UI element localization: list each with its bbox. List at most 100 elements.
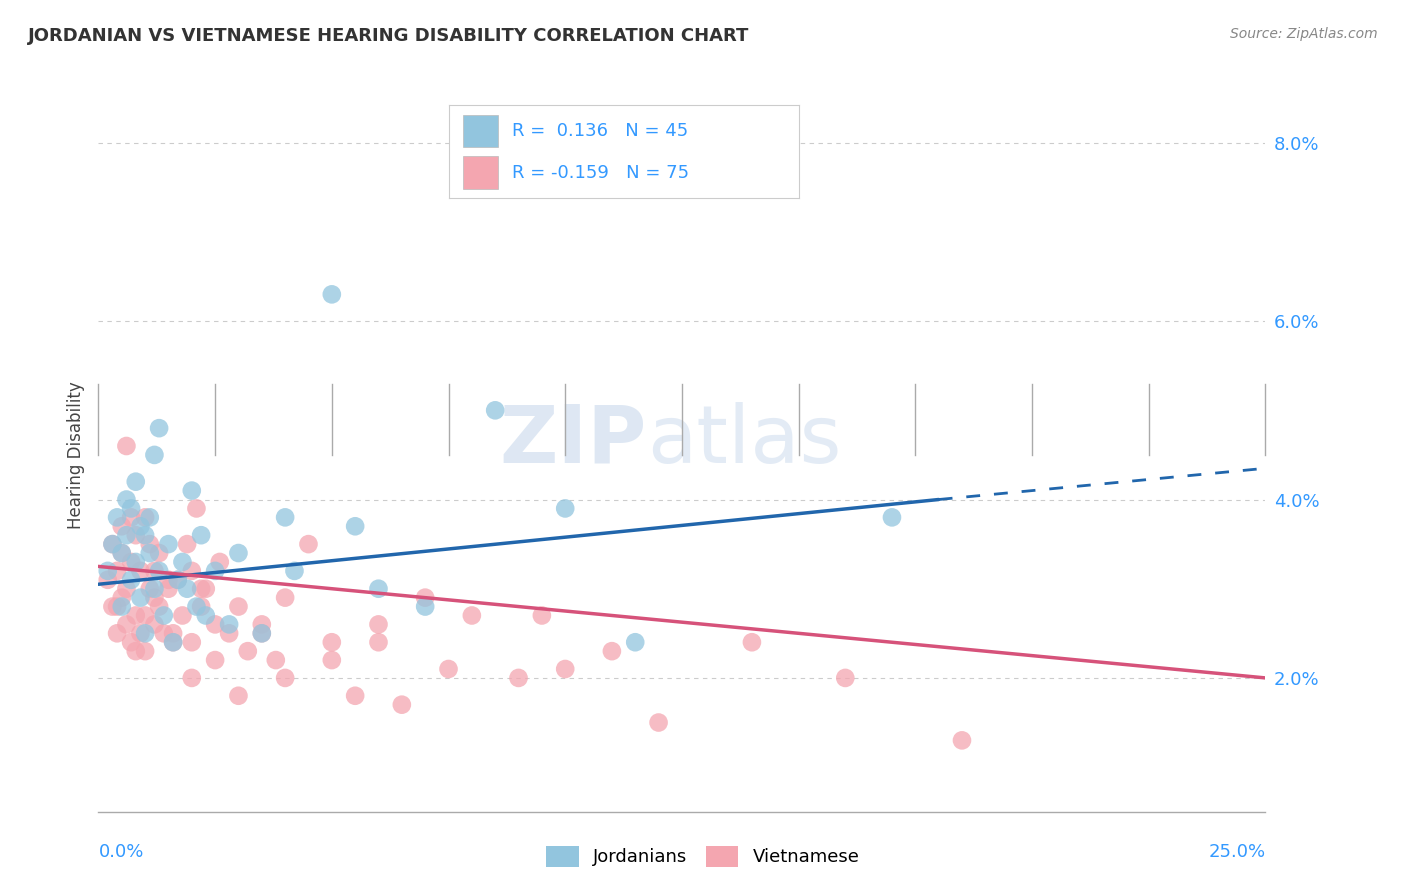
Point xyxy=(180,671,202,685)
Point xyxy=(143,564,166,578)
Point xyxy=(134,608,156,623)
Point xyxy=(218,617,240,632)
Point xyxy=(321,653,343,667)
Point xyxy=(194,582,217,596)
Point xyxy=(129,564,152,578)
Text: JORDANIAN VS VIETNAMESE HEARING DISABILITY CORRELATION CHART: JORDANIAN VS VIETNAMESE HEARING DISABILI… xyxy=(28,27,749,45)
Point xyxy=(344,689,367,703)
Point xyxy=(111,599,134,614)
Point xyxy=(105,626,128,640)
Point xyxy=(204,653,226,667)
Point xyxy=(139,537,162,551)
Point xyxy=(162,635,184,649)
Point xyxy=(647,715,669,730)
Point xyxy=(101,537,124,551)
Point xyxy=(125,528,148,542)
Point xyxy=(139,546,162,560)
Point xyxy=(297,537,319,551)
Point xyxy=(274,591,297,605)
Point xyxy=(143,582,166,596)
Point xyxy=(143,617,166,632)
Point xyxy=(139,510,162,524)
Point xyxy=(186,599,208,614)
Point xyxy=(437,662,460,676)
Point xyxy=(180,564,202,578)
Point xyxy=(172,555,194,569)
Text: ZIP: ZIP xyxy=(499,401,647,480)
Point xyxy=(190,599,212,614)
Point xyxy=(208,555,231,569)
Point xyxy=(413,599,436,614)
Point xyxy=(129,591,152,605)
Point xyxy=(111,519,134,533)
Point xyxy=(228,546,250,560)
Point xyxy=(120,573,142,587)
Point xyxy=(115,617,138,632)
Text: atlas: atlas xyxy=(647,401,841,480)
Text: 25.0%: 25.0% xyxy=(1208,843,1265,861)
Point xyxy=(120,510,142,524)
Point xyxy=(120,555,142,569)
Point xyxy=(97,573,120,587)
Point xyxy=(176,582,198,596)
Point xyxy=(148,599,170,614)
Point xyxy=(125,475,148,489)
Point xyxy=(125,644,148,658)
Point xyxy=(484,403,506,417)
Point xyxy=(413,591,436,605)
Point xyxy=(367,635,389,649)
Point xyxy=(283,564,305,578)
Point xyxy=(554,501,576,516)
Point xyxy=(120,635,142,649)
Point xyxy=(834,671,856,685)
Point xyxy=(134,626,156,640)
Point xyxy=(157,582,180,596)
Point xyxy=(264,653,287,667)
Point xyxy=(101,537,124,551)
Point xyxy=(120,501,142,516)
Point xyxy=(236,644,259,658)
Point xyxy=(166,573,188,587)
Point xyxy=(143,448,166,462)
Point xyxy=(204,617,226,632)
Point xyxy=(105,564,128,578)
Point xyxy=(148,421,170,435)
Point xyxy=(461,608,484,623)
Point xyxy=(129,626,152,640)
Point xyxy=(115,492,138,507)
Point xyxy=(105,599,128,614)
Point xyxy=(97,564,120,578)
Point xyxy=(274,671,297,685)
Point xyxy=(115,582,138,596)
Point xyxy=(115,528,138,542)
Point xyxy=(741,635,763,649)
Point xyxy=(391,698,413,712)
Point xyxy=(148,564,170,578)
Point xyxy=(152,626,174,640)
Point xyxy=(880,510,903,524)
Point xyxy=(321,287,343,301)
Point xyxy=(190,528,212,542)
Point xyxy=(176,537,198,551)
Point xyxy=(105,510,128,524)
Point xyxy=(162,635,184,649)
Point xyxy=(134,528,156,542)
Point xyxy=(166,573,188,587)
Point xyxy=(204,564,226,578)
Point xyxy=(180,483,202,498)
Point xyxy=(125,555,148,569)
Point xyxy=(228,689,250,703)
Point xyxy=(180,635,202,649)
Point xyxy=(194,608,217,623)
Point xyxy=(530,608,553,623)
Point xyxy=(111,546,134,560)
Point xyxy=(101,599,124,614)
Legend: Jordanians, Vietnamese: Jordanians, Vietnamese xyxy=(540,838,866,874)
Text: 0.0%: 0.0% xyxy=(98,843,143,861)
Y-axis label: Hearing Disability: Hearing Disability xyxy=(66,381,84,529)
Point xyxy=(190,582,212,596)
Point xyxy=(218,626,240,640)
Text: Source: ZipAtlas.com: Source: ZipAtlas.com xyxy=(1230,27,1378,41)
Point xyxy=(115,439,138,453)
Point xyxy=(228,599,250,614)
